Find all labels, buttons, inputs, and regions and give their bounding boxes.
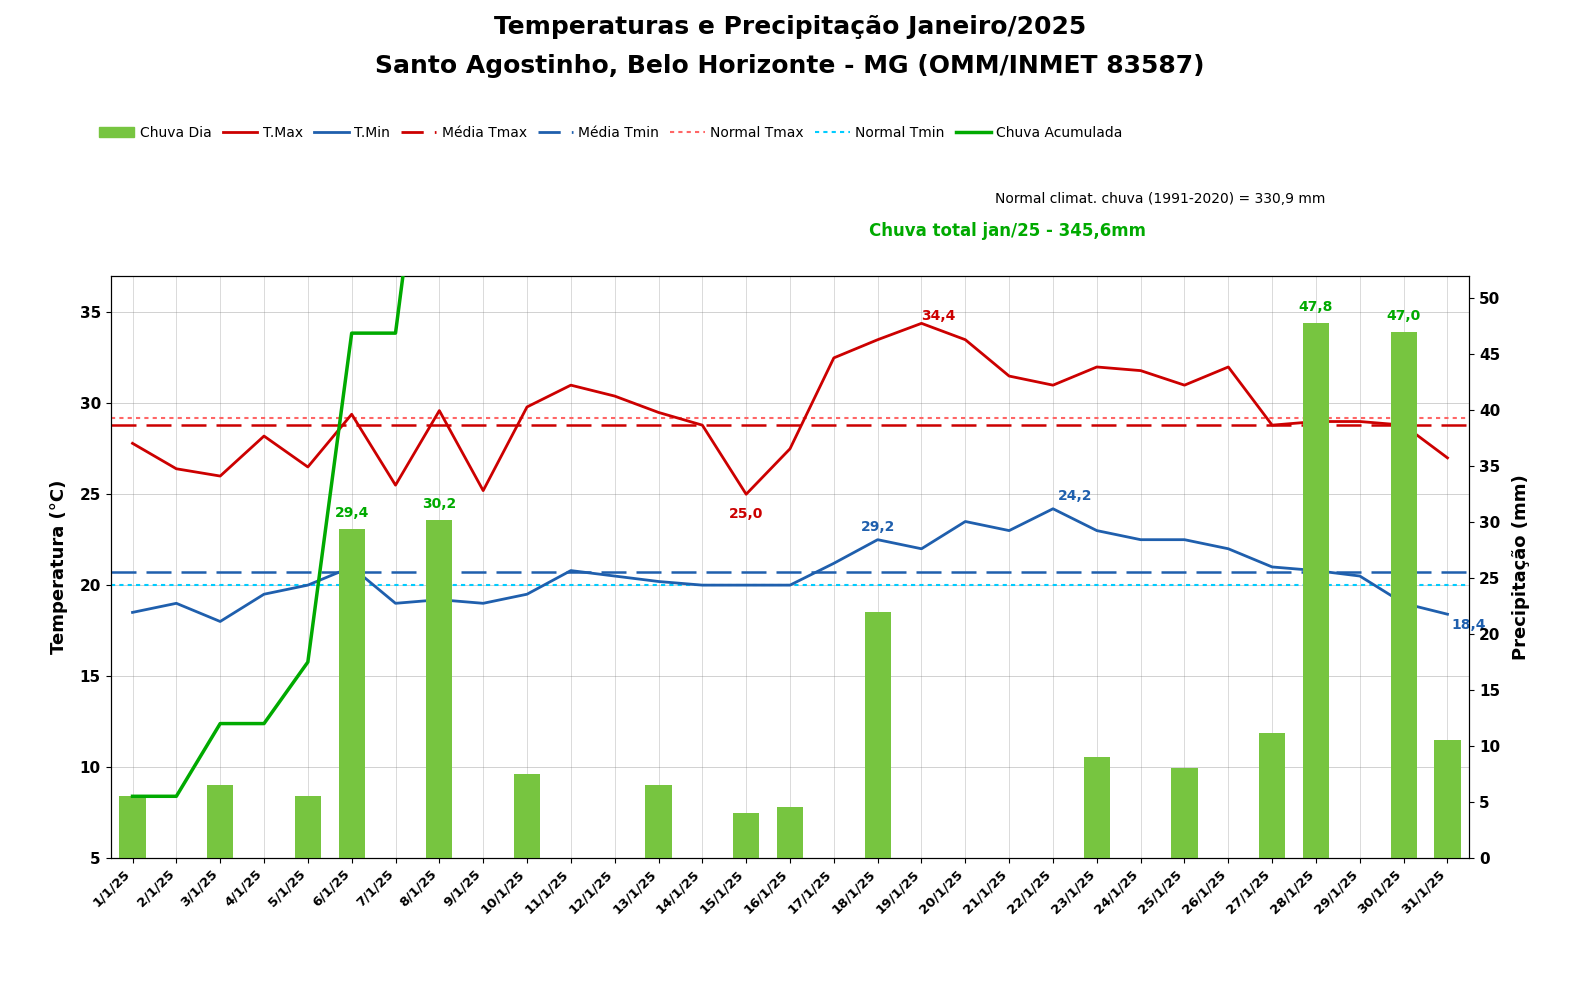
Bar — [1259, 733, 1285, 858]
Bar — [1171, 768, 1198, 858]
Y-axis label: Precipitação (mm): Precipitação (mm) — [1512, 474, 1529, 660]
Text: Normal climat. chuva (1991-2020) = 330,9 mm: Normal climat. chuva (1991-2020) = 330,9… — [995, 192, 1326, 206]
Text: 47,8: 47,8 — [1299, 300, 1334, 315]
Bar — [1084, 757, 1111, 858]
Bar — [864, 611, 891, 858]
Text: 18,4: 18,4 — [1452, 618, 1487, 632]
Legend: Chuva Dia, T.Max, T.Min, Média Tmax, Média Tmin, Normal Tmax, Normal Tmin, Chuva: Chuva Dia, T.Max, T.Min, Média Tmax, Méd… — [93, 120, 1128, 146]
Bar — [1435, 740, 1460, 858]
Bar — [207, 785, 234, 858]
Bar — [1304, 323, 1329, 858]
Y-axis label: Temperatura (°C): Temperatura (°C) — [51, 480, 68, 654]
Bar — [1390, 332, 1417, 858]
Text: 25,0: 25,0 — [728, 507, 763, 521]
Bar — [514, 774, 540, 858]
Text: Santo Agostinho, Belo Horizonte - MG (OMM/INMET 83587): Santo Agostinho, Belo Horizonte - MG (OM… — [376, 54, 1206, 78]
Bar — [427, 520, 452, 858]
Text: Temperaturas e Precipitação Janeiro/2025: Temperaturas e Precipitação Janeiro/2025 — [495, 15, 1085, 38]
Bar — [338, 528, 365, 858]
Bar — [120, 797, 145, 858]
Text: 47,0: 47,0 — [1387, 309, 1420, 323]
Bar — [295, 797, 321, 858]
Text: Chuva total jan/25 - 345,6mm: Chuva total jan/25 - 345,6mm — [869, 222, 1146, 240]
Text: 29,2: 29,2 — [861, 521, 894, 534]
Text: 29,4: 29,4 — [335, 506, 368, 520]
Bar — [777, 808, 803, 858]
Text: 34,4: 34,4 — [921, 310, 956, 323]
Bar — [733, 813, 760, 858]
Text: 30,2: 30,2 — [422, 497, 457, 511]
Bar — [645, 785, 672, 858]
Text: 24,2: 24,2 — [1057, 489, 1092, 503]
